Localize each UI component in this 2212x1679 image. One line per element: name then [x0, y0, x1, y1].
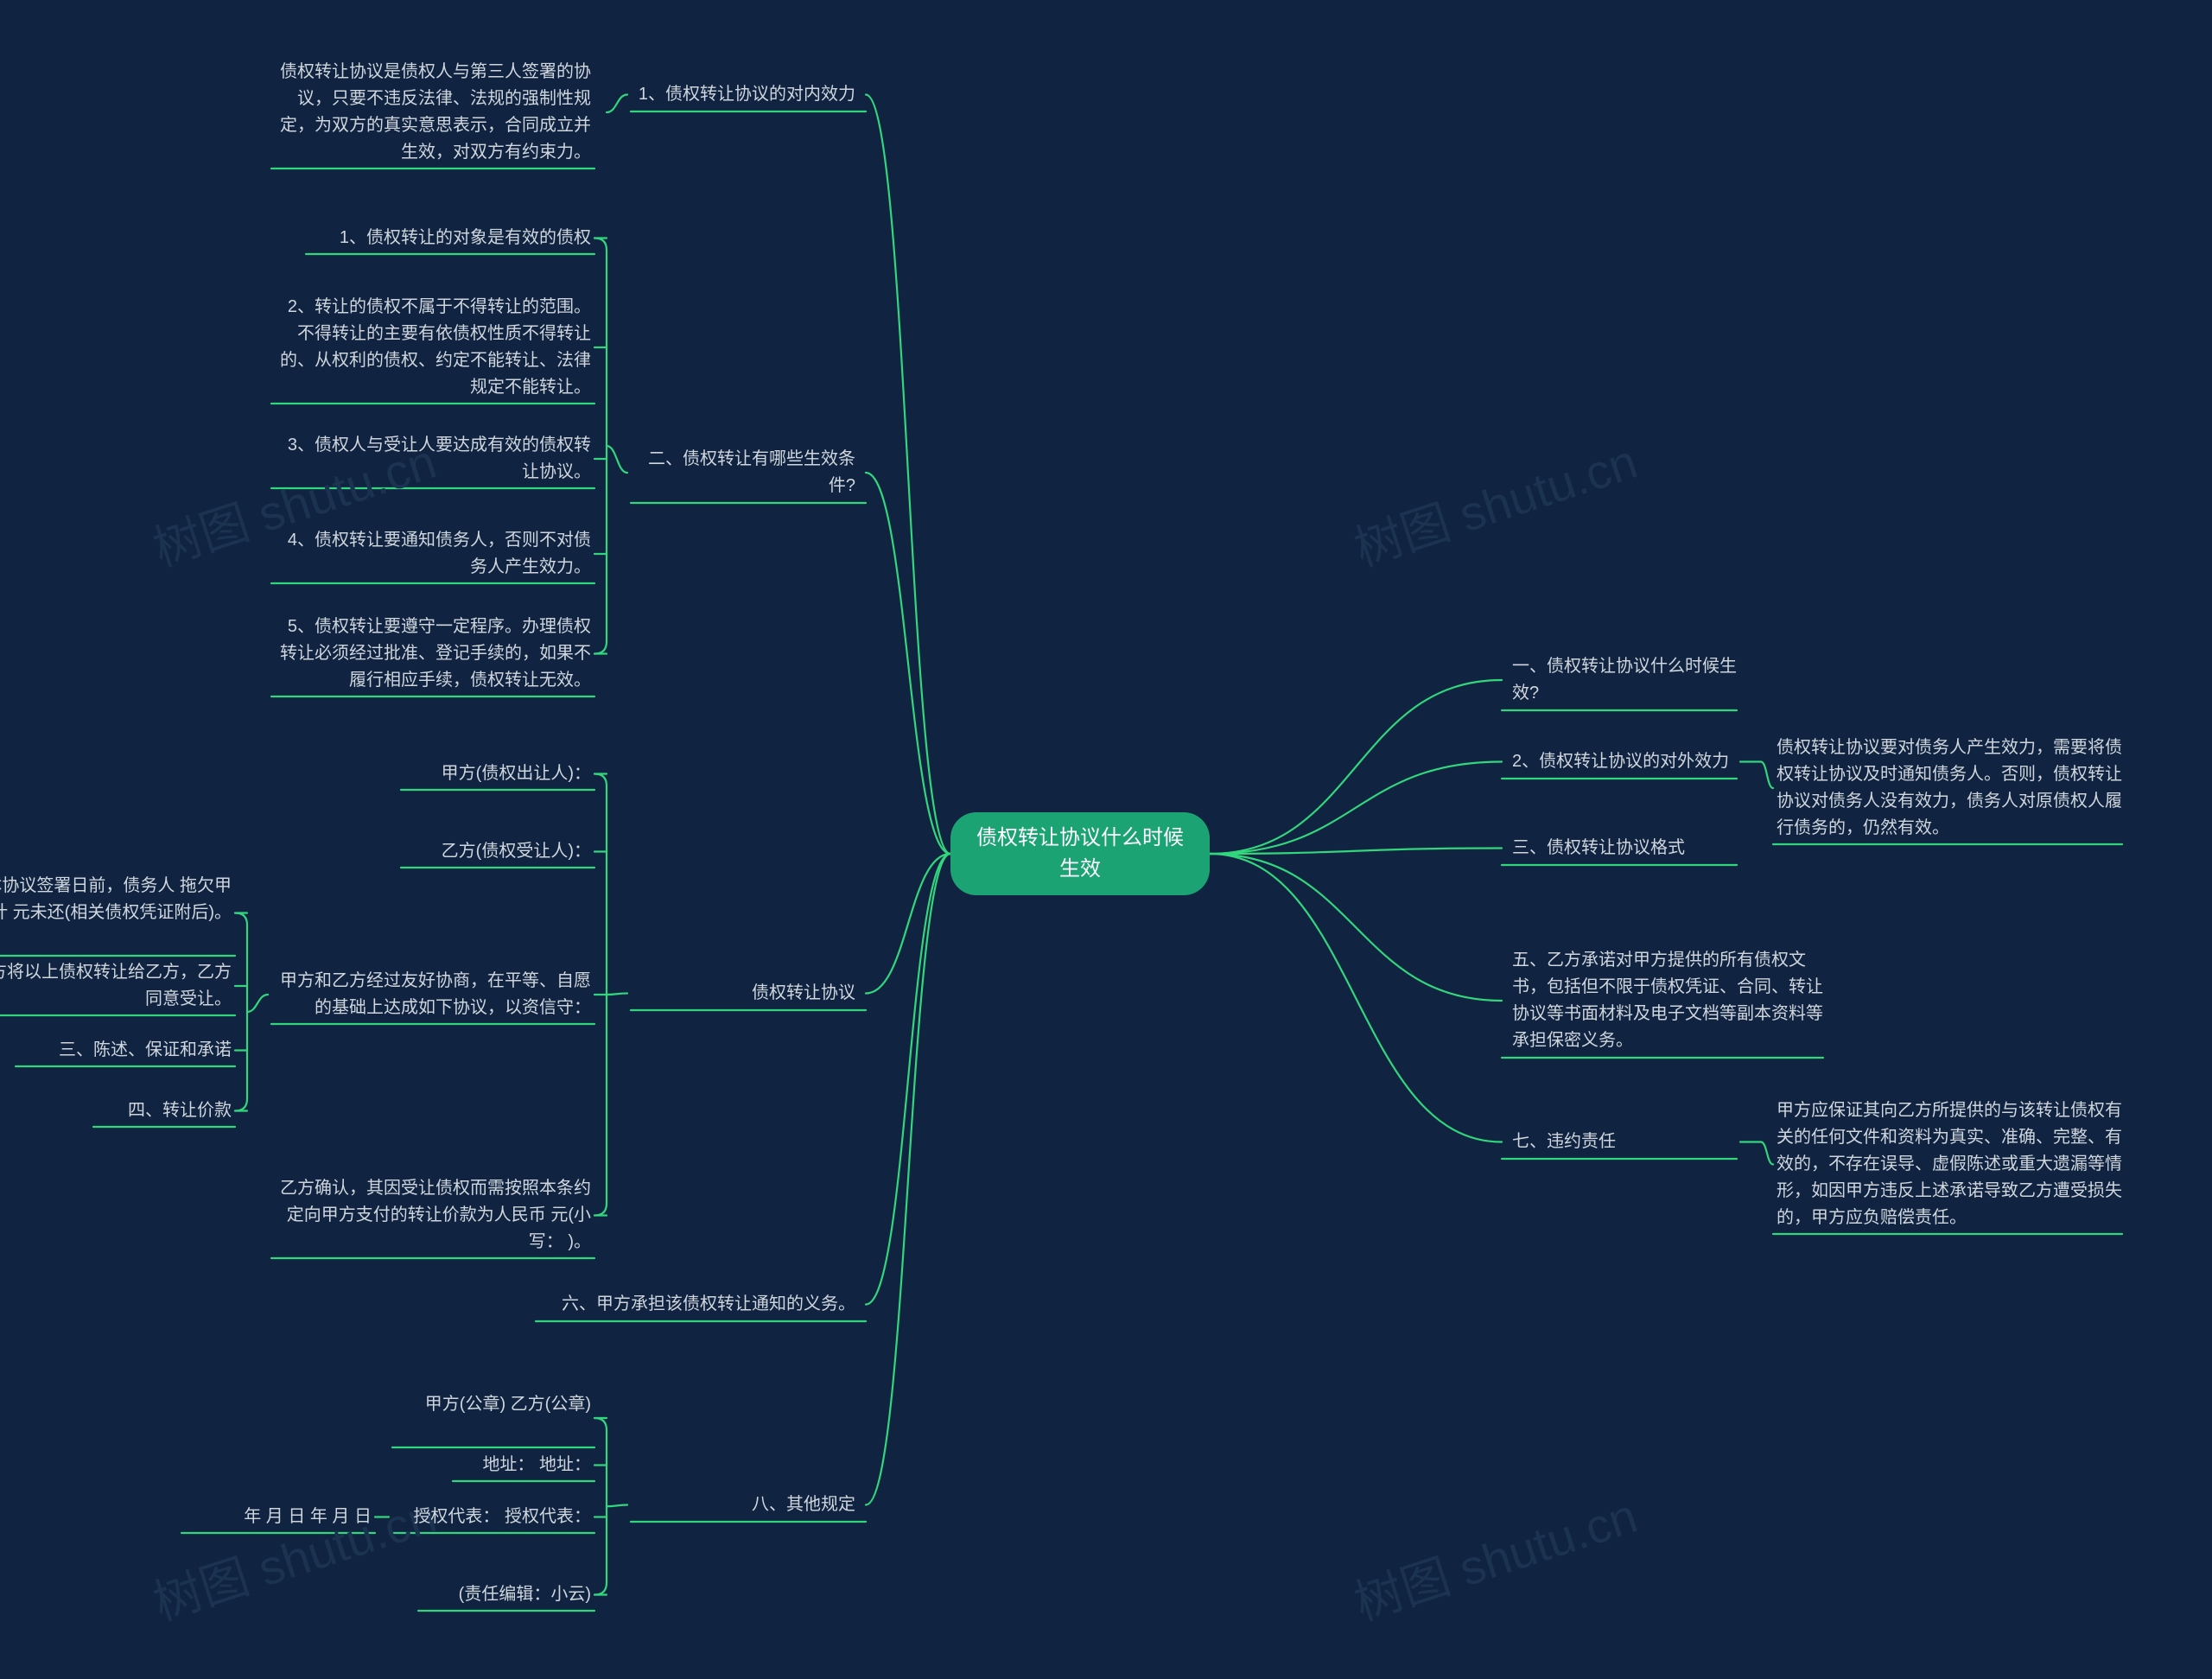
mindmap-node: 五、乙方承诺对甲方提供的所有债权文书，包括但不限于债权凭证、合同、转让协议等书面… — [1512, 947, 1823, 1054]
mindmap-node: 1、债权转让协议的对内效力 — [631, 81, 855, 108]
mindmap-node: 5、债权转让要遵守一定程序。办理债权转让必须经过批准、登记手续的，如果不履行相应… — [271, 614, 591, 694]
mindmap-node: 六、甲方承担该债权转让通知的义务。 — [536, 1291, 855, 1318]
mindmap-node: 2、债权转让协议的对外效力 — [1512, 748, 1737, 775]
mindmap-node: 债权转让协议是债权人与第三人签署的协议，只要不违反法律、法规的强制性规定，为双方… — [271, 59, 591, 166]
mindmap-node: 甲方(债权出让人)： — [401, 760, 591, 787]
mindmap-node: 四、转让价款 — [93, 1097, 232, 1124]
mindmap-node: (责任编辑：小云) — [418, 1581, 591, 1608]
root-label: 债权转让协议什么时候生效 — [976, 823, 1184, 885]
mindmap-node: 2、转让的债权不属于不得转让的范围。不得转让的主要有依债权性质不得转让的、从权利… — [271, 294, 591, 401]
mindmap-node: 三、陈述、保证和承诺 — [16, 1037, 232, 1064]
mindmap-node: 八、其他规定 — [631, 1491, 855, 1518]
mindmap-node: 乙方确认，其因受让债权而需按照本条约定向甲方支付的转让价款为人民币 元(小写： … — [271, 1175, 591, 1256]
mindmap-node: 三、债权转让协议格式 — [1512, 835, 1737, 862]
mindmap-node: 甲方应保证其向乙方所提供的与该转让债权有关的任何文件和资料为真实、准确、完整、有… — [1777, 1097, 2122, 1231]
mindmap-node: 3、债权人与受让人要达成有效的债权转让协议。 — [271, 432, 591, 486]
mindmap-node: 债权转让协议要对债务人产生效力，需要将债权转让协议及时通知债务人。否则，债权转让… — [1777, 735, 2122, 842]
mindmap-node: 年 月 日 年 月 日 — [181, 1504, 372, 1530]
mindmap-node: 一、债权转让协议什么时候生效? — [1512, 653, 1737, 707]
mindmap-node: 1、债权转让的对象是有效的债权 — [306, 225, 591, 251]
mindmap-node: 债权转让协议 — [631, 980, 855, 1007]
root-node: 债权转让协议什么时候生效 — [950, 812, 1210, 895]
mindmap-node: 授权代表： 授权代表： — [392, 1504, 591, 1530]
mindmap-node: 地址： 地址： — [453, 1452, 591, 1479]
mindmap-node: 一、截至本协议签署日前，债务人 拖欠甲方 款共计 元未还(相关债权凭证附后)。 — [0, 873, 232, 926]
mindmap-node: 4、债权转让要通知债务人，否则不对债务人产生效力。 — [271, 527, 591, 581]
mindmap-node: 二、现甲方将以上债权转让给乙方，乙方同意受让。 — [0, 959, 232, 1013]
mindmap-node: 二、债权转让有哪些生效条件? — [631, 446, 855, 499]
mindmap-node: 甲方和乙方经过友好协商，在平等、自愿的基础上达成如下协议，以资信守： — [271, 968, 591, 1021]
mindmap-node: 甲方(公章) 乙方(公章) — [392, 1391, 591, 1418]
mindmap-node: 七、违约责任 — [1512, 1129, 1737, 1155]
mindmap-node: 乙方(债权受让人)： — [401, 838, 591, 865]
